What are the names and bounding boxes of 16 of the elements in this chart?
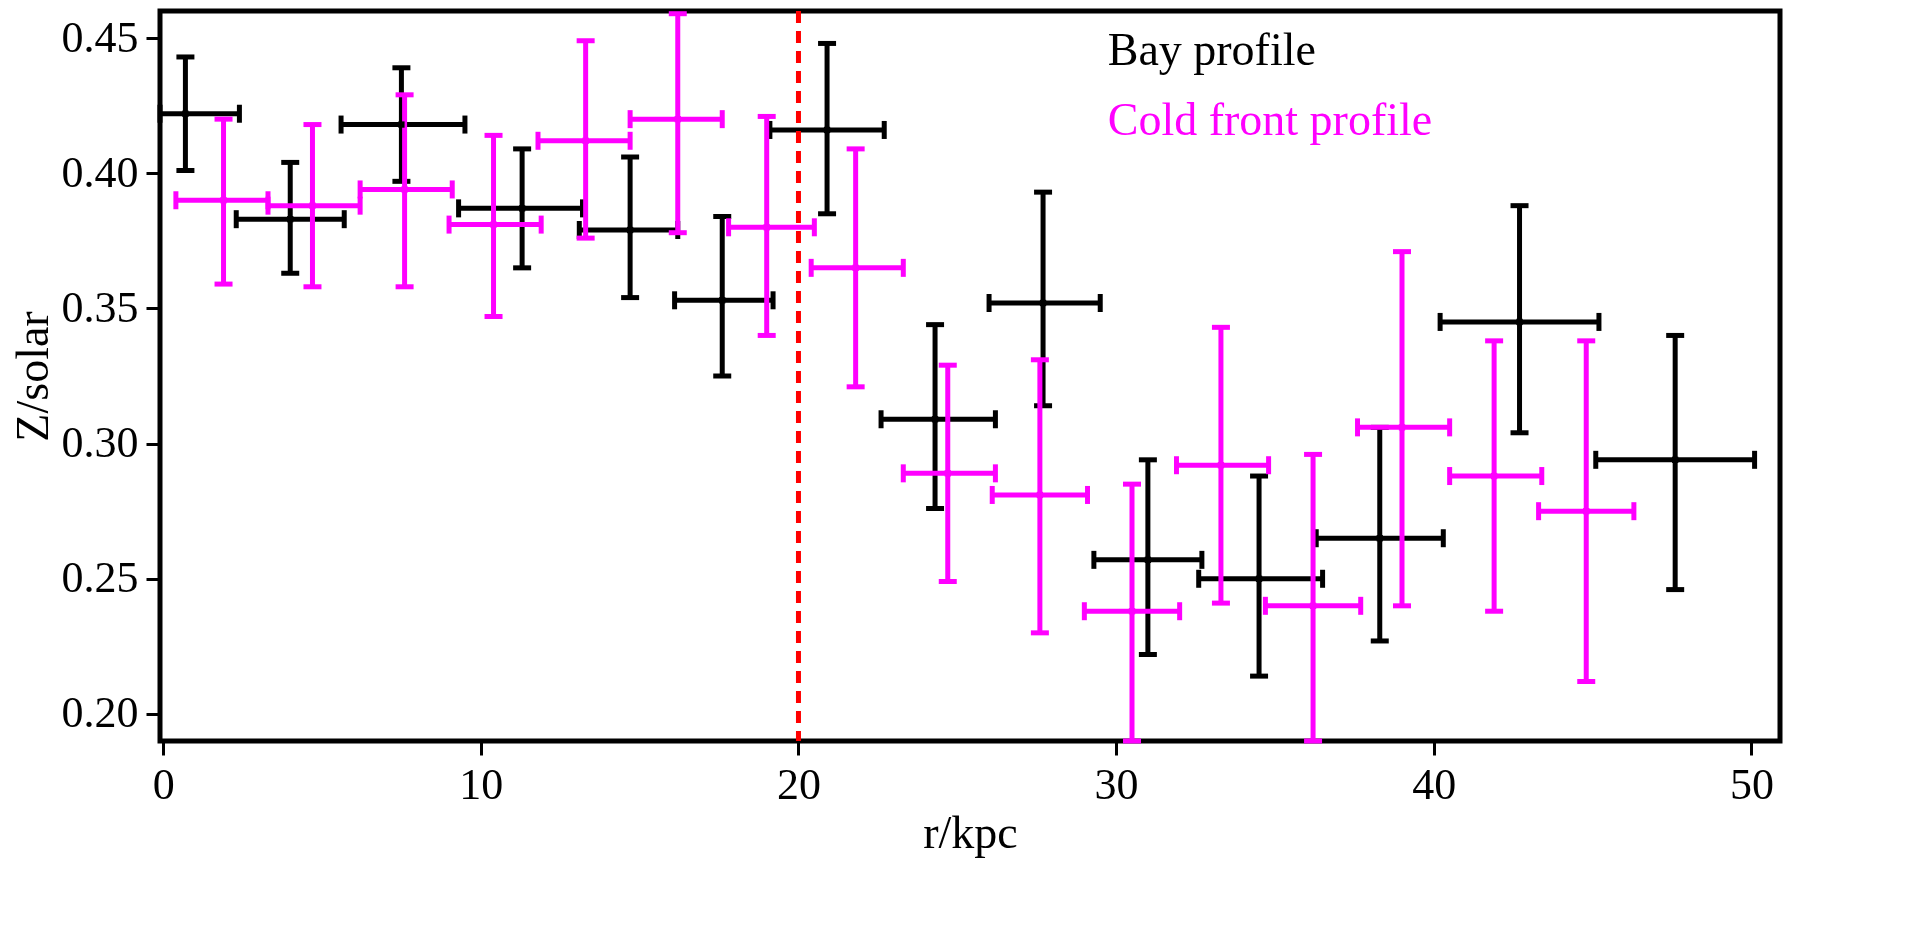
x-tick-label: 40 xyxy=(1412,759,1457,809)
x-tick-label: 0 xyxy=(152,759,175,809)
y-tick-label: 0.30 xyxy=(61,418,139,468)
x-tick-label: 20 xyxy=(776,759,821,809)
y-tick-label: 0.25 xyxy=(61,553,139,603)
y-tick-label: 0.35 xyxy=(61,282,139,332)
y-axis-title: Z/solar xyxy=(6,311,58,442)
x-tick-label: 30 xyxy=(1094,759,1139,809)
text: Cold front profile xyxy=(1107,94,1433,145)
y-tick-label: 0.40 xyxy=(61,147,139,197)
text: Bay profile xyxy=(1107,24,1316,75)
y-tick-label: 0.45 xyxy=(61,12,139,62)
x-tick-label: 50 xyxy=(1729,759,1774,809)
y-tick-label: 0.20 xyxy=(61,688,139,738)
x-tick-label: 10 xyxy=(459,759,504,809)
x-axis-title: r/kpc xyxy=(923,806,1018,858)
